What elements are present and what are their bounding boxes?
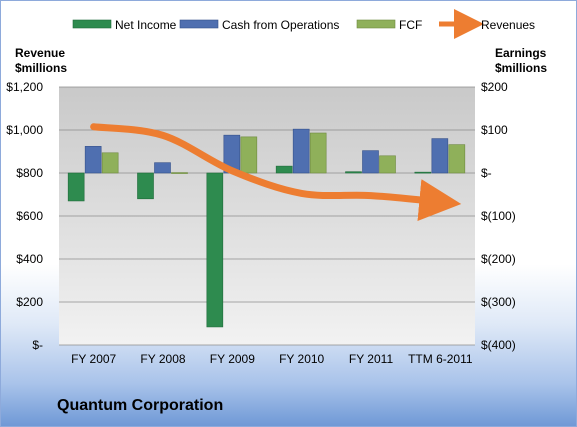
bar-net-income xyxy=(206,172,224,328)
category-label: TTM 6-2011 xyxy=(408,352,473,366)
right-tick-label: $(100) xyxy=(481,209,516,223)
left-tick-label: $1,000 xyxy=(6,123,43,137)
right-tick-label: $(400) xyxy=(481,338,516,352)
legend-label-fcf: FCF xyxy=(399,18,422,32)
legend-swatch-fcf xyxy=(356,19,396,29)
left-axis-title-line2: $millions xyxy=(15,61,67,75)
right-tick-label: $- xyxy=(481,166,492,180)
bar-net-income xyxy=(345,171,362,174)
bar-net-income xyxy=(67,172,85,202)
revenue-line xyxy=(90,123,462,221)
right-tick-label: $(300) xyxy=(481,295,516,309)
left-axis-title-line1: Revenue xyxy=(15,46,65,60)
bar-cash-from-operations xyxy=(431,138,449,174)
chart-legend: Net Income Cash from Operations FCF Revenue… xyxy=(72,9,535,39)
gridlines xyxy=(59,86,475,346)
bar-series xyxy=(67,128,466,328)
right-tick-label: $100 xyxy=(481,123,508,137)
bar-fcf xyxy=(240,136,258,174)
category-label: FY 2007 xyxy=(71,352,116,366)
revenue-series-line xyxy=(90,123,462,221)
right-tick-label: $(200) xyxy=(481,252,516,266)
left-tick-label: $800 xyxy=(16,166,43,180)
category-label: FY 2011 xyxy=(349,352,394,366)
bar-cash-from-operations xyxy=(292,128,310,174)
category-labels: FY 2007 FY 2008 FY 2009 FY 2010 FY 2011 TTM 6… xyxy=(71,352,473,366)
legend-label-net-income: Net Income xyxy=(115,18,177,32)
bar-net-income xyxy=(414,171,432,174)
bar-fcf xyxy=(101,152,119,174)
right-tick-label: $200 xyxy=(481,80,508,94)
bar-net-income xyxy=(137,172,154,200)
bar-fcf xyxy=(448,144,466,174)
left-tick-label: $200 xyxy=(16,295,43,309)
legend-swatch-cash-from-operations xyxy=(179,19,219,29)
left-tick-label: $400 xyxy=(16,252,43,266)
bar-net-income xyxy=(275,165,293,174)
legend-label-cash-from-operations: Cash from Operations xyxy=(222,18,339,32)
right-axis-ticks: $(400) $(300) $(200) $(100) $- $100 $200 xyxy=(481,80,516,352)
company-name: Quantum Corporation xyxy=(57,397,224,414)
bar-fcf xyxy=(379,155,396,174)
left-axis-ticks: $- $200 $400 $600 $800 $1,000 $1,200 xyxy=(6,80,43,352)
left-tick-label: $- xyxy=(32,338,43,352)
category-label: FY 2008 xyxy=(140,352,185,366)
right-axis-title-line1: Earnings xyxy=(495,46,547,60)
right-axis-title-line2: $millions xyxy=(495,61,547,75)
bar-fcf xyxy=(171,172,188,174)
bar-cash-from-operations xyxy=(154,162,171,174)
legend-label-revenues: Revenues xyxy=(481,18,535,32)
legend-swatch-net-income xyxy=(72,19,112,29)
bar-cash-from-operations xyxy=(362,150,379,174)
left-tick-label: $600 xyxy=(16,209,43,223)
category-label: FY 2009 xyxy=(210,352,255,366)
left-tick-label: $1,200 xyxy=(6,80,43,94)
category-label: FY 2010 xyxy=(279,352,324,366)
bar-fcf xyxy=(309,132,327,174)
bar-cash-from-operations xyxy=(84,146,102,174)
